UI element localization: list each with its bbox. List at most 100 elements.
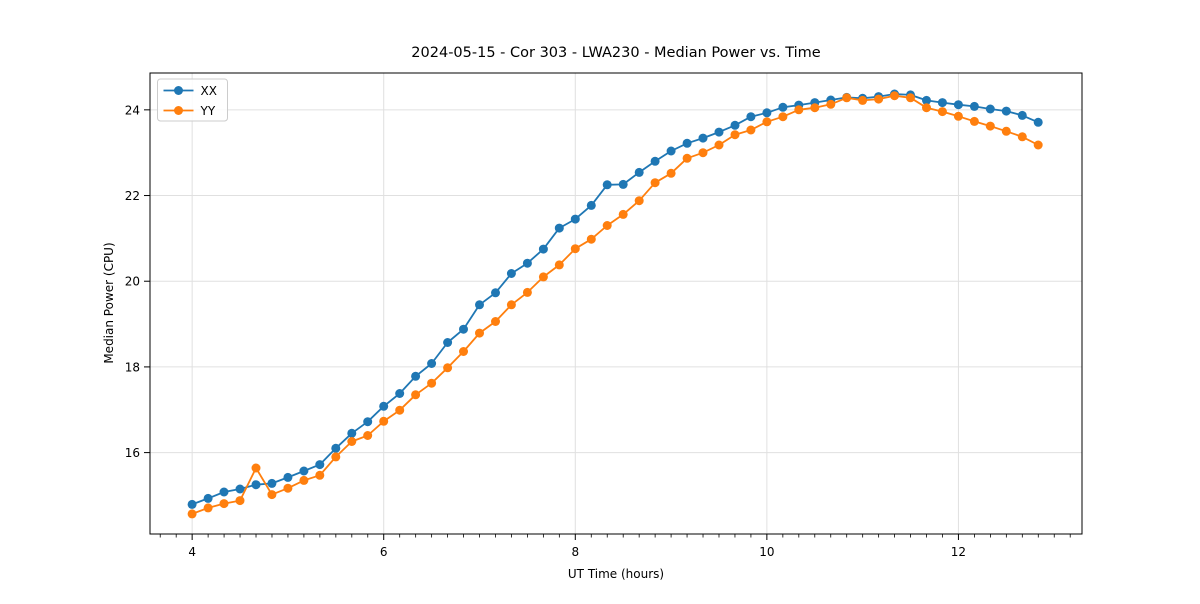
series-YY-marker	[714, 140, 724, 150]
series-XX-marker	[267, 478, 277, 488]
series-YY-marker	[443, 363, 453, 373]
series-YY-marker	[411, 390, 421, 400]
series-YY-marker	[1017, 132, 1027, 142]
series-XX-marker	[953, 100, 963, 110]
series-YY-marker	[203, 503, 213, 513]
plot-spines	[149, 72, 1083, 535]
legend-item-XX: XX	[163, 84, 217, 98]
y-tick-label: 18	[125, 360, 140, 374]
series-YY-marker	[554, 260, 564, 270]
series-YY-marker	[730, 130, 740, 140]
y-axis-label: Median Power (CPU)	[102, 242, 116, 363]
series-YY-marker	[331, 452, 341, 462]
series-XX-marker	[1001, 106, 1011, 116]
series-YY-marker	[778, 112, 788, 122]
series-YY-marker	[347, 437, 357, 446]
series-XX-marker	[522, 258, 532, 268]
series-YY-marker	[826, 99, 836, 109]
series-YY-marker	[570, 244, 580, 254]
series-XX-marker	[283, 472, 293, 482]
series-YY-marker	[890, 91, 899, 101]
series-XX-marker	[682, 138, 692, 148]
series-YY-marker	[810, 103, 820, 113]
series-YY-marker	[842, 93, 852, 103]
chart-title: 2024-05-15 - Cor 303 - LWA230 - Median P…	[411, 45, 820, 61]
axes: 4 6 8 10 12 16 18 20 22 24	[125, 72, 1083, 559]
series-YY-marker	[395, 405, 405, 415]
series-YY-marker	[187, 509, 197, 519]
series-XX-marker	[618, 179, 628, 189]
legend-box	[157, 78, 228, 122]
y-tick-label: 24	[125, 103, 140, 117]
legend-label: YY	[200, 104, 216, 118]
series-YY-marker	[283, 483, 293, 493]
series-YY-marker	[315, 470, 325, 480]
series-XX-marker	[762, 108, 772, 118]
series-XX-marker	[331, 443, 341, 453]
series-YY-marker	[969, 116, 979, 126]
series-YY-marker	[427, 378, 437, 388]
series-YY-marker	[794, 105, 804, 115]
series-YY-marker	[906, 93, 915, 103]
series-YY-marker	[491, 317, 500, 326]
series-YY-marker	[586, 234, 596, 244]
series-YY-marker	[506, 300, 516, 310]
x-tick-label: 12	[951, 545, 966, 559]
series-YY-marker	[985, 121, 995, 131]
series-YY-marker	[219, 499, 229, 509]
series-YY-marker	[538, 272, 548, 282]
series-YY-marker	[937, 107, 947, 117]
series-YY-marker	[922, 103, 931, 113]
series-XX-marker	[506, 269, 516, 278]
series-XX-marker	[538, 244, 548, 254]
series-YY-marker	[746, 125, 756, 135]
series-YY-marker	[379, 416, 389, 426]
series-XX-marker	[922, 95, 931, 105]
series-YY-marker	[459, 347, 468, 356]
series-YY-marker	[522, 287, 532, 297]
series-XX-marker	[443, 338, 453, 347]
series-XX-marker	[203, 493, 213, 503]
series-YY-marker	[1001, 126, 1011, 136]
series-XX-marker	[650, 156, 660, 166]
series-YY-marker	[475, 328, 484, 338]
series-YY-marker	[858, 95, 868, 105]
series-XX-marker	[634, 167, 644, 177]
series-XX-marker	[491, 288, 500, 298]
series-YY-marker	[634, 196, 644, 206]
y-tick-label: 16	[125, 446, 140, 460]
series-XX-marker	[379, 401, 389, 411]
series-YY-marker	[235, 496, 245, 506]
series-YY-marker	[267, 490, 277, 500]
series-YY-marker	[363, 431, 373, 440]
series-XX-marker	[586, 200, 596, 210]
legend-marker-sample	[174, 86, 183, 95]
series-YY-marker	[762, 117, 772, 127]
series-XX-marker	[714, 127, 724, 137]
x-tick-label: 6	[380, 545, 388, 559]
series-YY-marker	[602, 221, 612, 230]
series-XX-marker	[746, 112, 756, 122]
series-XX-marker	[363, 417, 373, 427]
series-YY-marker	[682, 153, 692, 163]
plot-area-background	[150, 73, 1082, 534]
legend: XX YY	[157, 78, 228, 122]
series-XX-marker	[778, 102, 788, 112]
series-XX-marker	[235, 484, 245, 494]
series-XX-marker	[411, 371, 421, 381]
series-XX-marker	[219, 487, 229, 497]
legend-item-YY: YY	[163, 104, 216, 118]
series-YY-marker	[1033, 140, 1043, 150]
series-XX-marker	[554, 223, 564, 233]
series-XX-marker	[427, 359, 437, 368]
x-tick-label: 10	[759, 545, 774, 559]
series-YY-marker	[251, 463, 261, 473]
x-tick-label: 8	[571, 545, 579, 559]
series-XX-marker	[602, 180, 612, 190]
series-XX-marker	[985, 104, 995, 114]
series-YY-marker	[874, 94, 884, 104]
series-YY-marker	[953, 111, 963, 121]
x-axis-label: UT Time (hours)	[568, 567, 664, 581]
